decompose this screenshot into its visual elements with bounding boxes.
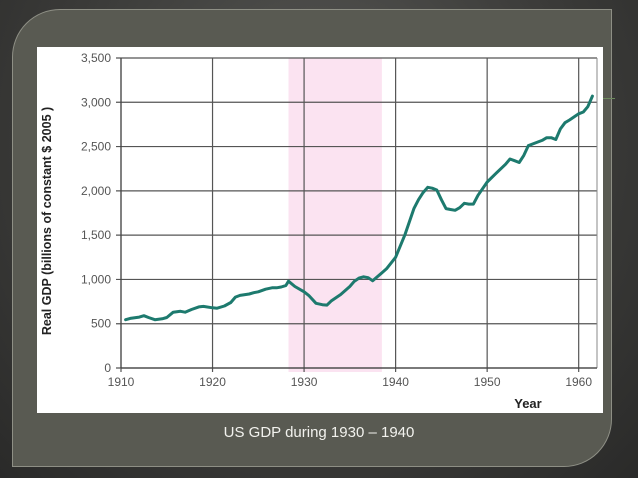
x-tick-label: 1910 xyxy=(108,375,135,389)
x-axis-label: Year xyxy=(514,396,541,411)
gdp-line-chart: 0 500 1,000 1,500 2,000 2,500 3,000 3,500 1910 19… xyxy=(40,51,598,411)
x-tick-label: 1930 xyxy=(291,375,318,389)
y-tick-label: 0 xyxy=(104,361,111,375)
y-tick-label: 500 xyxy=(91,317,111,331)
slide-caption: US GDP during 1930 – 1940 xyxy=(223,424,415,441)
y-tick-label: 2,500 xyxy=(81,140,111,154)
recession-highlight xyxy=(288,58,382,372)
y-tick-label: 3,500 xyxy=(81,51,111,65)
x-tick-label: 1940 xyxy=(382,375,409,389)
y-tick-label: 3,000 xyxy=(81,95,111,109)
y-axis-label: Real GDP (billions of constant $ 2005 ) xyxy=(40,107,54,335)
chart-panel: 0 500 1,000 1,500 2,000 2,500 3,000 3,500 1910 19… xyxy=(37,47,603,413)
y-tick-label: 1,500 xyxy=(81,228,111,242)
gdp-line xyxy=(124,94,594,322)
y-tick-label: 2,000 xyxy=(81,184,111,198)
y-tick-label: 1,000 xyxy=(81,272,111,286)
x-tick-label: 1960 xyxy=(565,375,592,389)
x-tick-label: 1920 xyxy=(199,375,226,389)
decorative-accent-line xyxy=(603,98,615,99)
x-tick-label: 1950 xyxy=(474,375,501,389)
